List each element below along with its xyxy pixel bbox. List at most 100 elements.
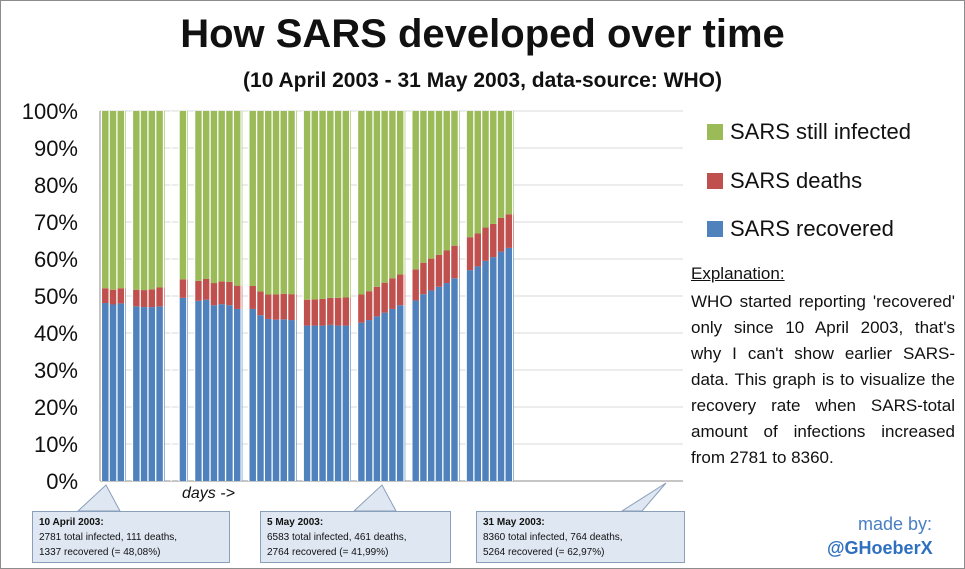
bar-recovered — [497, 251, 507, 481]
bar-deaths — [327, 297, 336, 325]
bar-infected — [249, 111, 258, 287]
bar-recovered — [474, 266, 483, 481]
bar-infected — [156, 111, 165, 288]
bar-recovered — [505, 247, 514, 481]
bar-deaths — [358, 294, 367, 323]
callout-line: 2764 recovered (= 41,99%) — [267, 547, 389, 558]
bar-deaths — [156, 287, 165, 307]
callout-5-may: 5 May 2003: 6583 total infected, 461 dea… — [260, 511, 451, 563]
bar-recovered — [226, 305, 235, 481]
bar-recovered — [342, 325, 351, 481]
bar-deaths — [140, 290, 150, 308]
bar-deaths — [179, 279, 188, 298]
bar-infected — [195, 111, 204, 281]
bar-deaths — [420, 262, 429, 295]
bar-deaths — [311, 299, 320, 326]
y-tick-label: 60% — [34, 247, 78, 272]
bar-deaths — [319, 298, 328, 326]
bar-infected — [412, 111, 421, 270]
legend-label-infected: SARS still infected — [730, 119, 911, 144]
bar-infected — [396, 111, 406, 275]
callout-line: 8360 total infected, 764 deaths, — [483, 532, 623, 543]
bar-recovered — [365, 320, 375, 481]
chart-subtitle: (10 April 2003 - 31 May 2003, data-sourc… — [243, 69, 722, 92]
bar-deaths — [466, 237, 476, 271]
bar-deaths — [505, 214, 514, 248]
bar-deaths — [202, 278, 212, 300]
bar-deaths — [365, 291, 375, 321]
bar-recovered — [156, 306, 165, 481]
callout-heading: 5 May 2003: — [267, 517, 324, 528]
bar-deaths — [148, 289, 157, 308]
bar-infected — [117, 111, 126, 289]
y-tick-label: 50% — [34, 284, 78, 309]
bar-deaths — [280, 293, 289, 320]
bars — [100, 111, 514, 481]
legend-label-deaths: SARS deaths — [730, 168, 863, 193]
bar-recovered — [280, 319, 289, 481]
bar-recovered — [303, 325, 313, 481]
bar-deaths — [373, 286, 382, 317]
bar-recovered — [109, 304, 119, 481]
y-axis: 0% 10% 20% 30% 40% 50% 60% 70% 80% 90% 100% — [22, 99, 683, 494]
bar-infected — [497, 111, 507, 218]
callout-pointer — [76, 484, 121, 512]
bar-deaths — [102, 288, 111, 304]
callout-31-may: 31 May 2003: 8360 total infected, 764 de… — [476, 511, 685, 563]
bar-infected — [233, 111, 243, 286]
bar-recovered — [396, 305, 406, 481]
bar-recovered — [140, 307, 150, 481]
bar-deaths — [474, 233, 483, 267]
bar-recovered — [179, 297, 188, 481]
bar-recovered — [195, 300, 204, 481]
bar-recovered — [482, 260, 491, 481]
bar-recovered — [319, 325, 328, 481]
bar-infected — [210, 111, 220, 284]
callout-connectors — [76, 482, 667, 512]
bar-deaths — [249, 286, 258, 309]
bar-deaths — [389, 278, 398, 309]
bar-recovered — [288, 320, 297, 481]
bar-infected — [264, 111, 274, 295]
bar-infected — [311, 111, 320, 300]
bar-infected — [179, 111, 188, 280]
x-axis-label: days -> — [182, 485, 235, 502]
bar-deaths — [490, 223, 499, 258]
bar-infected — [466, 111, 476, 238]
bar-recovered — [257, 315, 266, 481]
bar-deaths — [264, 294, 274, 319]
bar-recovered — [412, 300, 421, 481]
bar-infected — [140, 111, 150, 291]
bar-infected — [365, 111, 375, 292]
y-tick-label: 30% — [34, 358, 78, 383]
callout-line: 2781 total infected, 111 deaths, — [39, 532, 178, 543]
bar-infected — [451, 111, 460, 246]
bar-deaths — [272, 294, 282, 320]
bar-deaths — [497, 217, 507, 252]
bar-infected — [373, 111, 382, 287]
bar-recovered — [117, 303, 126, 481]
bar-recovered — [334, 325, 344, 481]
bar-recovered — [218, 304, 227, 481]
bar-recovered — [311, 325, 320, 481]
bar-recovered — [389, 308, 398, 481]
bar-deaths — [210, 283, 220, 306]
bar-infected — [474, 111, 483, 234]
explanation-heading: Explanation: — [691, 264, 785, 283]
bar-infected — [381, 111, 390, 283]
bar-infected — [272, 111, 282, 295]
bar-deaths — [109, 289, 119, 305]
bar-recovered — [435, 286, 445, 481]
y-tick-label: 90% — [34, 136, 78, 161]
callout-pointer — [620, 482, 667, 512]
bar-infected — [334, 111, 344, 298]
y-tick-label: 100% — [22, 99, 78, 124]
callout-heading: 10 April 2003: — [39, 517, 104, 528]
callout-pointer — [352, 484, 397, 512]
y-tick-label: 0% — [46, 469, 78, 494]
bar-infected — [218, 111, 227, 282]
explanation-text: WHO started reporting 'recovered' only s… — [691, 292, 955, 467]
bar-infected — [443, 111, 452, 251]
bar-recovered — [420, 294, 429, 481]
bar-recovered — [466, 270, 476, 481]
